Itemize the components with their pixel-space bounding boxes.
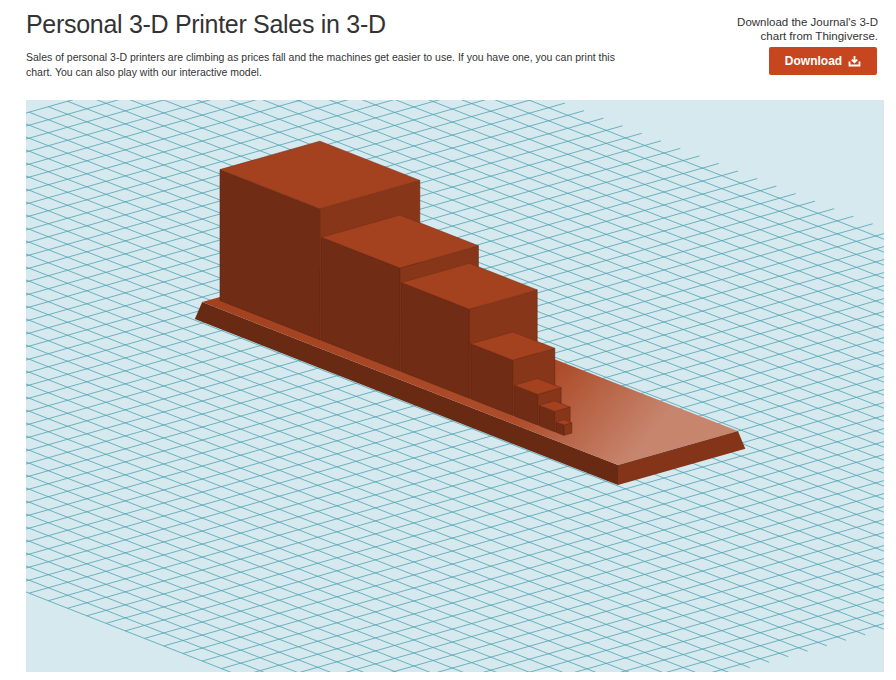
cubes: [220, 141, 572, 435]
floor-line: [145, 344, 884, 638]
floor-line: [125, 337, 884, 631]
floor-line: [48, 107, 884, 548]
cube-top: [471, 332, 555, 360]
floor-line: [26, 156, 884, 597]
panel-background: [26, 100, 884, 672]
floor-line: [87, 100, 884, 537]
floor-line: [26, 178, 884, 619]
floor-line: [26, 239, 884, 533]
floor-line: [106, 329, 884, 623]
floor-line: [125, 100, 884, 526]
title: Personal 3-D Printer Sales in 3-D: [26, 10, 386, 39]
cube-top: [514, 379, 561, 395]
floor-line: [26, 200, 846, 641]
floor-line: [26, 129, 884, 570]
download-icon[interactable]: [848, 55, 861, 67]
floor-line: [164, 100, 884, 515]
floor-line: [26, 139, 884, 580]
floor-line: [26, 231, 884, 525]
floor-grid: [26, 100, 884, 672]
floor-line: [29, 112, 884, 553]
floor-line: [26, 189, 884, 630]
floor-line: [183, 360, 884, 654]
floor-line: [26, 123, 884, 564]
floor-line: [183, 100, 884, 509]
download-label[interactable]: Download: [785, 54, 842, 68]
floor-line: [26, 227, 750, 668]
floor-line: [26, 216, 788, 657]
cube-top: [401, 263, 537, 309]
floor-line: [145, 100, 884, 520]
cube-top: [556, 420, 572, 425]
floor-line: [26, 172, 884, 613]
floor-line: [26, 118, 884, 559]
floor-line: [26, 216, 853, 510]
cube-top: [220, 141, 420, 209]
floor-line: [68, 101, 884, 542]
cube-top: [321, 215, 478, 268]
floor-line: [414, 450, 884, 672]
chart: [0, 0, 896, 680]
floor-line: [26, 183, 884, 624]
cube-top: [539, 401, 570, 412]
download-button[interactable]: Download: [769, 47, 877, 75]
floor-line: [26, 210, 808, 651]
floor-line: [26, 246, 884, 540]
floor-line: [202, 367, 884, 661]
floor-line: [26, 126, 623, 420]
floor-line: [241, 382, 884, 672]
floor-line: [26, 205, 827, 646]
floor-line: [26, 133, 642, 427]
cube: [556, 420, 572, 436]
floor-line: [26, 167, 884, 608]
download-note: Download the Journal's 3-D chart from Th…: [728, 15, 878, 43]
subtitle: Sales of personal 3-D printers are climb…: [26, 50, 641, 80]
floor-line: [26, 221, 769, 662]
floor-line: [433, 458, 884, 672]
floor-line: [26, 145, 884, 586]
